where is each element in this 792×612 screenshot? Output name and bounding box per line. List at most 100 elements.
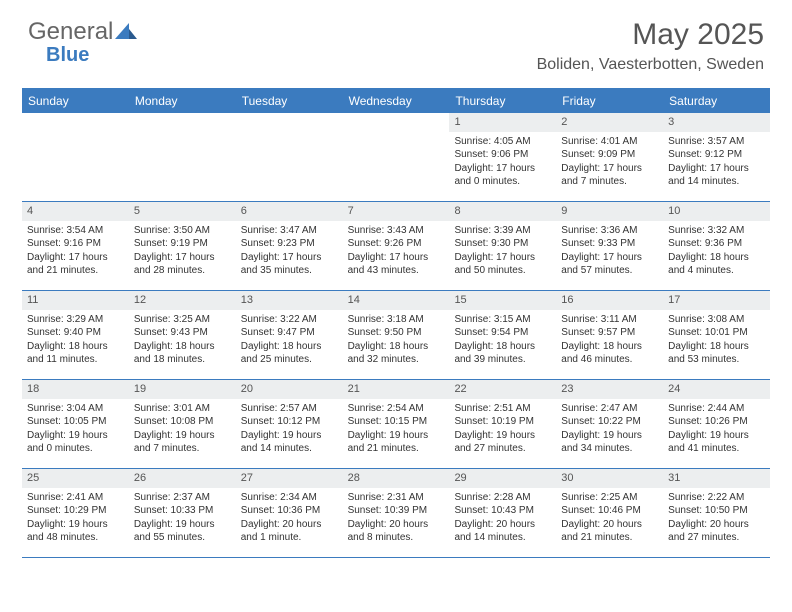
daylight-text: Daylight: 18 hours and 11 minutes.	[27, 340, 124, 367]
day-cell	[236, 113, 343, 201]
day-body: Sunrise: 2:54 AMSunset: 10:15 PMDaylight…	[343, 401, 450, 460]
day-number: 31	[663, 469, 770, 488]
day-number: 9	[556, 202, 663, 221]
day-body: Sunrise: 3:50 AMSunset: 9:19 PMDaylight:…	[129, 223, 236, 282]
daylight-text: Daylight: 20 hours and 8 minutes.	[348, 518, 445, 545]
day-body: Sunrise: 2:41 AMSunset: 10:29 PMDaylight…	[22, 490, 129, 549]
sunrise-text: Sunrise: 3:32 AM	[668, 224, 765, 238]
day-body: Sunrise: 3:47 AMSunset: 9:23 PMDaylight:…	[236, 223, 343, 282]
sunset-text: Sunset: 10:12 PM	[241, 415, 338, 429]
week-row: 25 Sunrise: 2:41 AMSunset: 10:29 PMDaylig…	[22, 469, 770, 558]
sunset-text: Sunset: 10:05 PM	[27, 415, 124, 429]
sunset-text: Sunset: 9:06 PM	[454, 148, 551, 162]
day-body: Sunrise: 2:47 AMSunset: 10:22 PMDaylight…	[556, 401, 663, 460]
calendar: Sunday Monday Tuesday Wednesday Thursday…	[22, 88, 770, 558]
daylight-text: Daylight: 18 hours and 25 minutes.	[241, 340, 338, 367]
logo: General	[28, 18, 137, 46]
daylight-text: Daylight: 17 hours and 57 minutes.	[561, 251, 658, 278]
sunrise-text: Sunrise: 2:34 AM	[241, 491, 338, 505]
sunrise-text: Sunrise: 3:15 AM	[454, 313, 551, 327]
day-body: Sunrise: 2:51 AMSunset: 10:19 PMDaylight…	[449, 401, 556, 460]
month-title: May 2025	[537, 18, 764, 52]
sunrise-text: Sunrise: 2:25 AM	[561, 491, 658, 505]
day-body: Sunrise: 3:57 AMSunset: 9:12 PMDaylight:…	[663, 134, 770, 193]
day-cell: 27Sunrise: 2:34 AMSunset: 10:36 PMDaylig…	[236, 469, 343, 557]
day-number: 2	[556, 113, 663, 132]
header: General May 2025 Boliden, Vaesterbotten,…	[0, 0, 792, 80]
day-body: Sunrise: 2:44 AMSunset: 10:26 PMDaylight…	[663, 401, 770, 460]
sunrise-text: Sunrise: 2:47 AM	[561, 402, 658, 416]
daylight-text: Daylight: 19 hours and 27 minutes.	[454, 429, 551, 456]
sunrise-text: Sunrise: 3:39 AM	[454, 224, 551, 238]
day-cell: 11Sunrise: 3:29 AMSunset: 9:40 PMDayligh…	[22, 291, 129, 379]
daylight-text: Daylight: 19 hours and 34 minutes.	[561, 429, 658, 456]
day-cell: 2Sunrise: 4:01 AMSunset: 9:09 PMDaylight…	[556, 113, 663, 201]
day-number: 28	[343, 469, 450, 488]
day-body: Sunrise: 3:43 AMSunset: 9:26 PMDaylight:…	[343, 223, 450, 282]
day-body: Sunrise: 2:22 AMSunset: 10:50 PMDaylight…	[663, 490, 770, 549]
title-block: May 2025 Boliden, Vaesterbotten, Sweden	[537, 18, 764, 74]
week-row: 1Sunrise: 4:05 AMSunset: 9:06 PMDaylight…	[22, 113, 770, 202]
day-cell: 23Sunrise: 2:47 AMSunset: 10:22 PMDaylig…	[556, 380, 663, 468]
day-cell: 24 Sunrise: 2:44 AMSunset: 10:26 PMDaylig…	[663, 380, 770, 468]
day-number: 6	[236, 202, 343, 221]
sunrise-text: Sunrise: 3:01 AM	[134, 402, 231, 416]
day-header-tuesday: Tuesday	[236, 90, 343, 113]
sunset-text: Sunset: 9:57 PM	[561, 326, 658, 340]
daylight-text: Daylight: 17 hours and 50 minutes.	[454, 251, 551, 278]
daylight-text: Daylight: 19 hours and 41 minutes.	[668, 429, 765, 456]
daylight-text: Daylight: 17 hours and 35 minutes.	[241, 251, 338, 278]
daylight-text: Daylight: 20 hours and 21 minutes.	[561, 518, 658, 545]
day-number: 3	[663, 113, 770, 132]
day-number: 24	[663, 380, 770, 399]
day-number: 13	[236, 291, 343, 310]
daylight-text: Daylight: 18 hours and 46 minutes.	[561, 340, 658, 367]
day-body: Sunrise: 3:18 AMSunset: 9:50 PMDaylight:…	[343, 312, 450, 371]
sunset-text: Sunset: 9:30 PM	[454, 237, 551, 251]
day-cell: 18 Sunrise: 3:04 AMSunset: 10:05 PMDaylig…	[22, 380, 129, 468]
day-cell: 3 Sunrise: 3:57 AMSunset: 9:12 PMDaylight…	[663, 113, 770, 201]
logo-text-blue: Blue	[46, 44, 89, 67]
sunrise-text: Sunrise: 2:54 AM	[348, 402, 445, 416]
day-cell: 20Sunrise: 2:57 AMSunset: 10:12 PMDaylig…	[236, 380, 343, 468]
daylight-text: Daylight: 17 hours and 0 minutes.	[454, 162, 551, 189]
sunset-text: Sunset: 9:19 PM	[134, 237, 231, 251]
sunrise-text: Sunrise: 3:54 AM	[27, 224, 124, 238]
sunrise-text: Sunrise: 3:08 AM	[668, 313, 765, 327]
day-number: 25	[22, 469, 129, 488]
daylight-text: Daylight: 18 hours and 4 minutes.	[668, 251, 765, 278]
sunrise-text: Sunrise: 3:04 AM	[27, 402, 124, 416]
day-header-friday: Friday	[556, 90, 663, 113]
day-number: 15	[449, 291, 556, 310]
sunrise-text: Sunrise: 3:43 AM	[348, 224, 445, 238]
day-body: Sunrise: 2:28 AMSunset: 10:43 PMDaylight…	[449, 490, 556, 549]
day-cell: 6 Sunrise: 3:47 AMSunset: 9:23 PMDaylight…	[236, 202, 343, 290]
sunset-text: Sunset: 10:29 PM	[27, 504, 124, 518]
sunset-text: Sunset: 10:26 PM	[668, 415, 765, 429]
week-row: 11Sunrise: 3:29 AMSunset: 9:40 PMDayligh…	[22, 291, 770, 380]
sunrise-text: Sunrise: 3:25 AM	[134, 313, 231, 327]
day-number: 22	[449, 380, 556, 399]
sunset-text: Sunset: 9:09 PM	[561, 148, 658, 162]
sunrise-text: Sunrise: 3:11 AM	[561, 313, 658, 327]
sunset-text: Sunset: 10:46 PM	[561, 504, 658, 518]
day-cell	[343, 113, 450, 201]
sunset-text: Sunset: 10:36 PM	[241, 504, 338, 518]
day-body: Sunrise: 3:25 AMSunset: 9:43 PMDaylight:…	[129, 312, 236, 371]
daylight-text: Daylight: 18 hours and 39 minutes.	[454, 340, 551, 367]
day-number: 10	[663, 202, 770, 221]
day-number: 8	[449, 202, 556, 221]
day-header-monday: Monday	[129, 90, 236, 113]
daylight-text: Daylight: 19 hours and 48 minutes.	[27, 518, 124, 545]
day-number: 12	[129, 291, 236, 310]
day-cell: 14Sunrise: 3:18 AMSunset: 9:50 PMDayligh…	[343, 291, 450, 379]
daylight-text: Daylight: 19 hours and 0 minutes.	[27, 429, 124, 456]
day-number: 16	[556, 291, 663, 310]
day-body: Sunrise: 3:29 AMSunset: 9:40 PMDaylight:…	[22, 312, 129, 371]
day-cell: 26Sunrise: 2:37 AMSunset: 10:33 PMDaylig…	[129, 469, 236, 557]
sunset-text: Sunset: 9:40 PM	[27, 326, 124, 340]
sunset-text: Sunset: 10:01 PM	[668, 326, 765, 340]
day-cell: 28Sunrise: 2:31 AMSunset: 10:39 PMDaylig…	[343, 469, 450, 557]
daylight-text: Daylight: 18 hours and 53 minutes.	[668, 340, 765, 367]
day-number: 18	[22, 380, 129, 399]
